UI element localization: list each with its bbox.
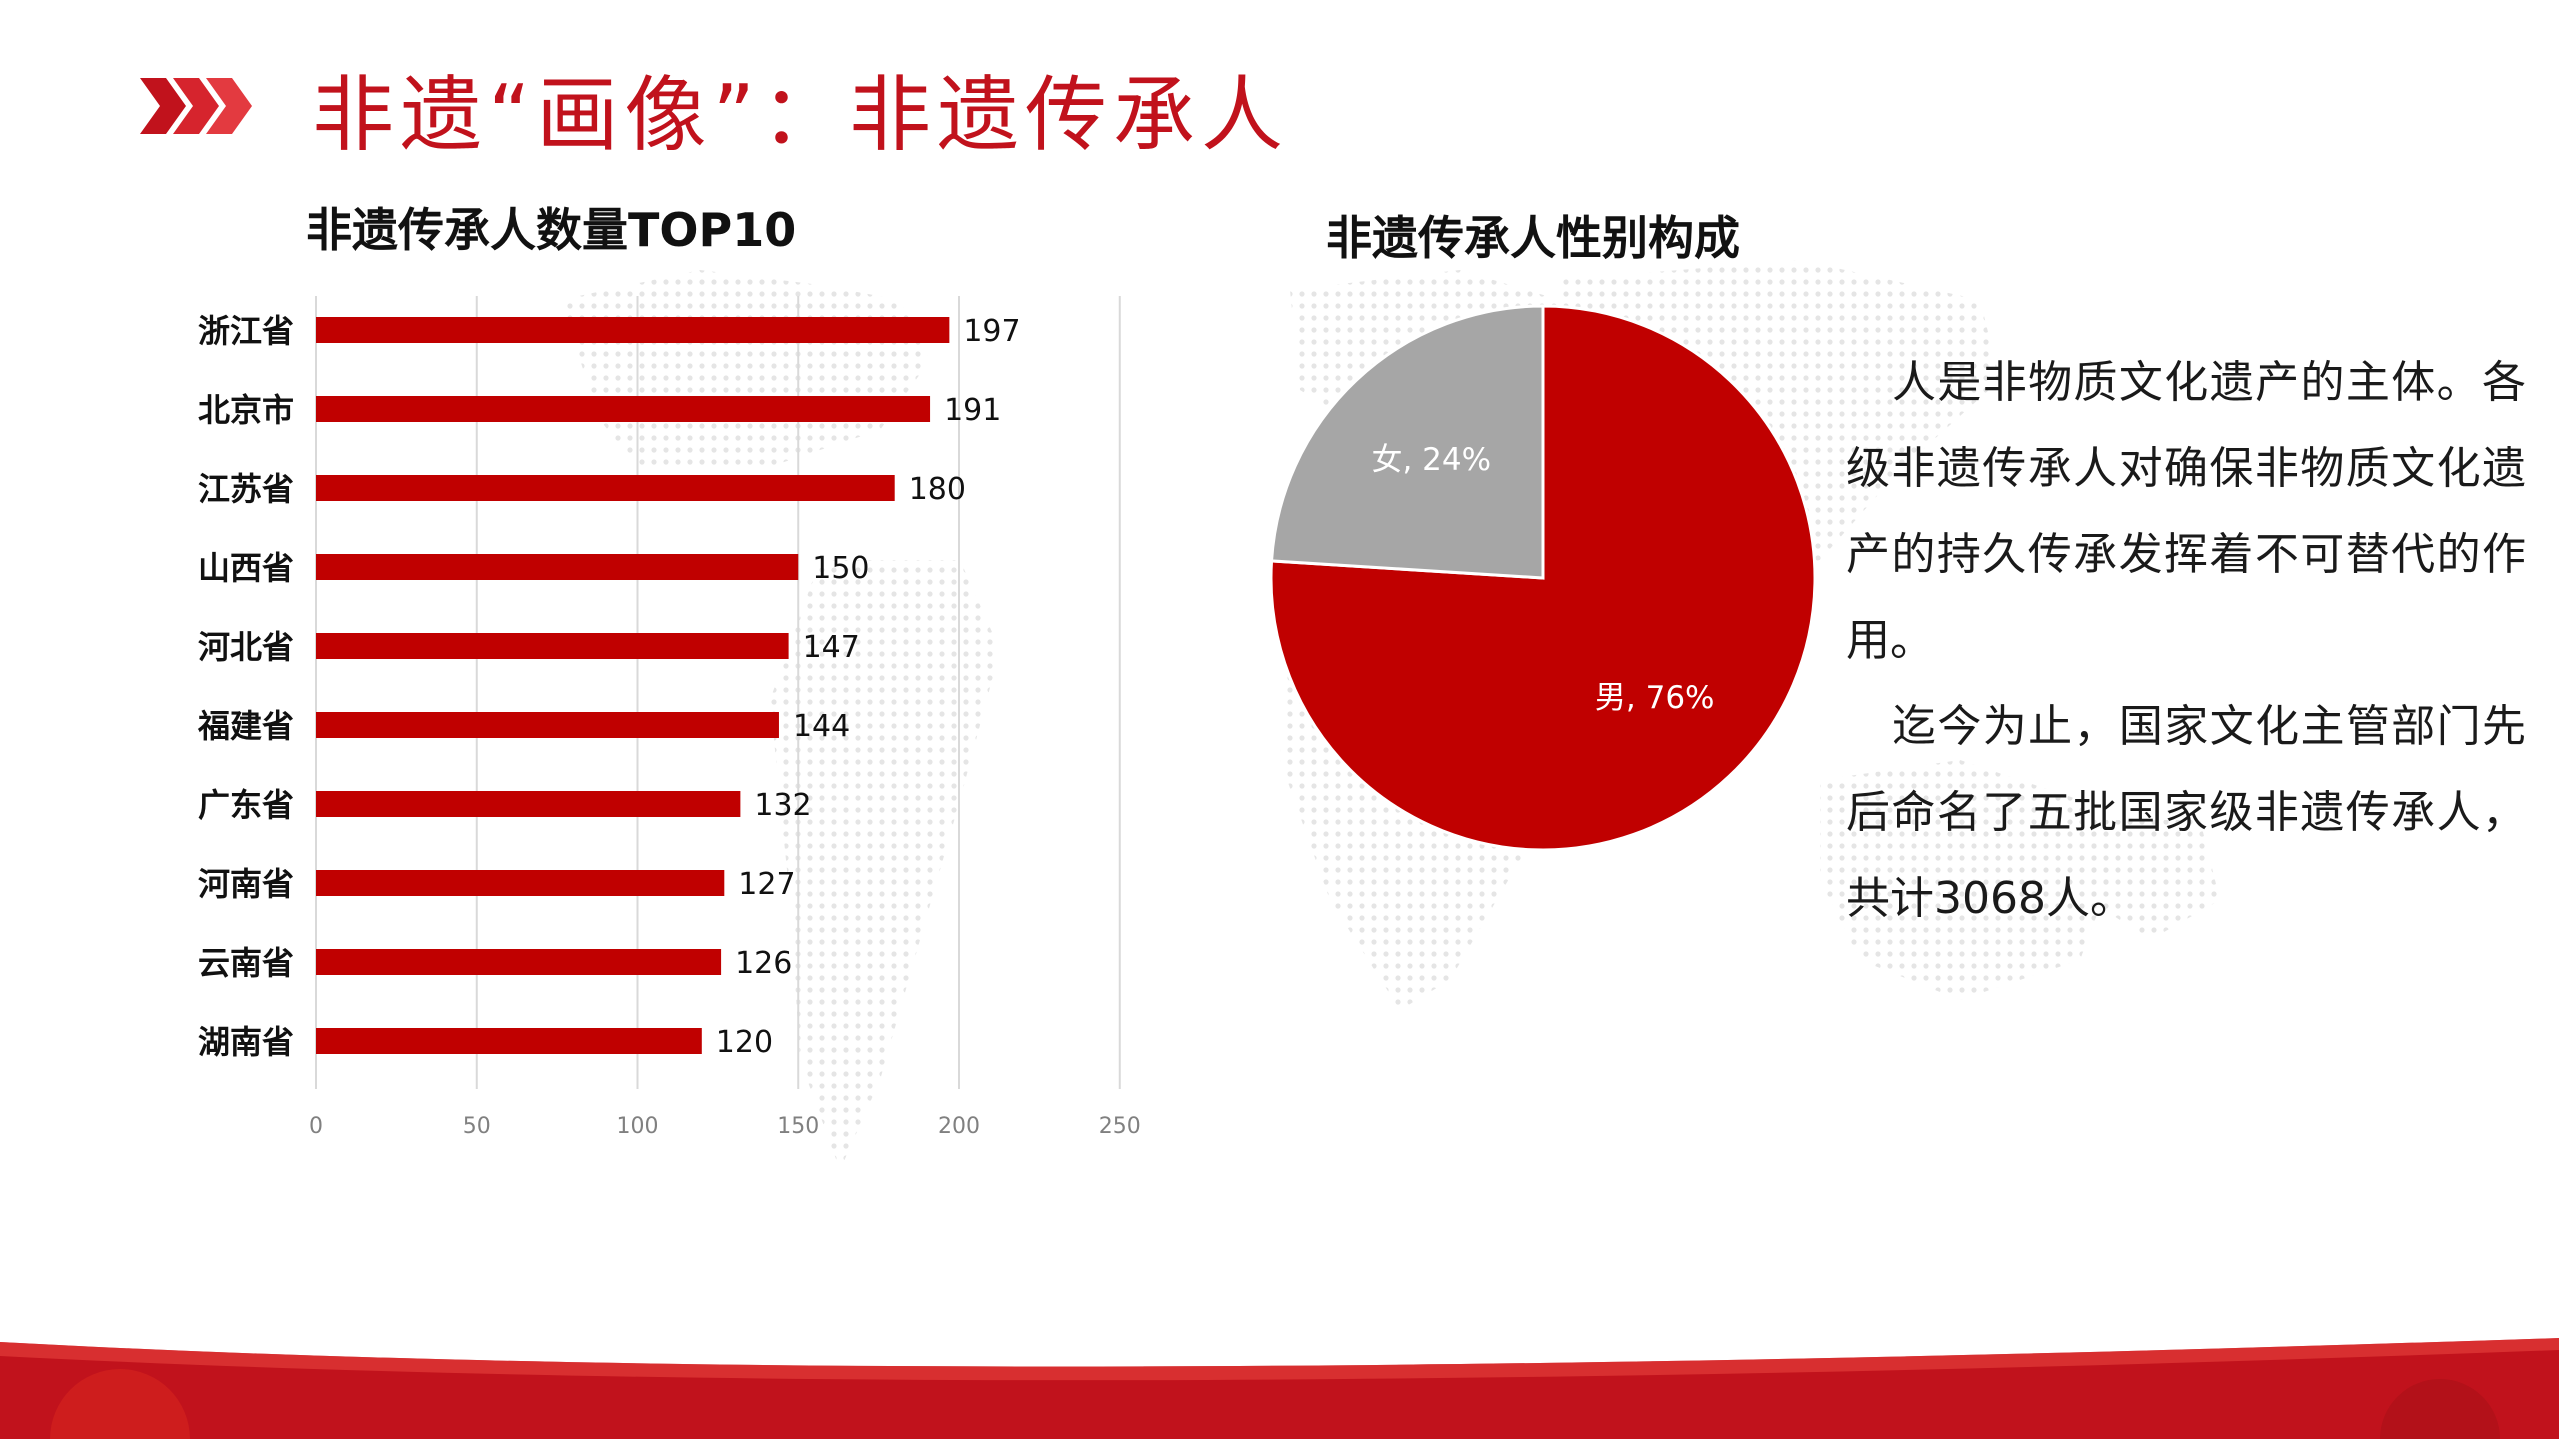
- footer-band: [0, 1338, 2559, 1439]
- pie-slice-label: 男, 76%: [1595, 680, 1715, 716]
- page-title: 非遗“画像”：非遗传承人: [312, 68, 1289, 163]
- body-paragraph: 迄今为止，国家文化主管部门先后命名了五批国家级非遗传承人，共计3068人。: [1846, 701, 2526, 924]
- data-label: 150: [812, 551, 869, 586]
- category-label: 山西省: [198, 549, 294, 587]
- bar: [316, 317, 950, 343]
- bar: [316, 870, 725, 896]
- x-tick-label: 0: [309, 1114, 323, 1139]
- bar: [316, 396, 931, 422]
- bar: [316, 949, 722, 975]
- category-label: 福建省: [197, 707, 294, 745]
- data-label: 180: [909, 472, 966, 507]
- pie-chart: 男, 76% 女, 24%: [1269, 304, 1817, 852]
- data-label: 126: [735, 946, 792, 981]
- data-label: 191: [944, 393, 1001, 428]
- x-tick-label: 100: [617, 1114, 659, 1139]
- category-label: 云南省: [198, 944, 294, 982]
- body-paragraph: 人是非物质文化遗产的主体。各级非遗传承人对确保非物质文化遗产的持久传承发挥着不可…: [1846, 357, 2526, 666]
- bar: [316, 712, 779, 738]
- x-tick-label: 200: [938, 1114, 980, 1139]
- category-label: 河南省: [198, 865, 294, 903]
- chevron-icon: [140, 78, 252, 134]
- bar: [316, 1028, 702, 1054]
- category-label: 浙江省: [198, 312, 294, 350]
- bar: [316, 554, 799, 580]
- pie-chart-title: 非遗传承人性别构成: [1326, 211, 1740, 265]
- bar-chart: 0 50 100 150 200 250 浙江省 197 北京市 191 江苏省 180 山西省 150 河…: [197, 296, 1141, 1139]
- bar-chart-title: 非遗传承人数量TOP10: [306, 203, 797, 257]
- data-label: 144: [793, 709, 850, 744]
- x-tick-label: 250: [1099, 1114, 1141, 1139]
- data-label: 127: [738, 867, 795, 902]
- pie-slice-label: 女, 24%: [1371, 442, 1491, 478]
- data-label: 197: [963, 314, 1020, 349]
- x-tick-label: 150: [777, 1114, 819, 1139]
- body-text: 人是非物质文化遗产的主体。各级非遗传承人对确保非物质文化遗产的持久传承发挥着不可…: [1846, 340, 2526, 942]
- data-label: 132: [754, 788, 811, 823]
- x-tick-label: 50: [463, 1114, 491, 1139]
- bar: [316, 633, 789, 659]
- data-label: 147: [803, 630, 860, 665]
- bar: [316, 791, 741, 817]
- pie-slice: [1269, 304, 1545, 580]
- category-label: 河北省: [198, 628, 294, 666]
- category-label: 广东省: [198, 786, 294, 824]
- category-label: 北京市: [198, 391, 294, 429]
- bar: [316, 475, 895, 501]
- data-label: 120: [716, 1025, 773, 1060]
- category-label: 江苏省: [198, 470, 294, 508]
- category-label: 湖南省: [198, 1023, 294, 1061]
